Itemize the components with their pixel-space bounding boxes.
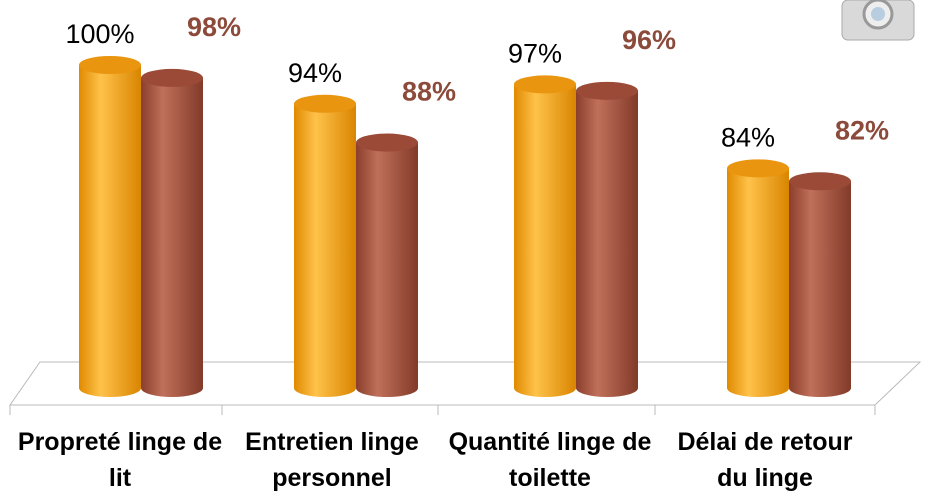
value-label: 100% bbox=[65, 19, 134, 49]
washing-machine-icon bbox=[841, 0, 915, 41]
bar-top bbox=[294, 94, 356, 113]
bar bbox=[356, 142, 418, 397]
bar bbox=[79, 65, 141, 397]
value-label: 94% bbox=[288, 58, 342, 88]
bar-top bbox=[727, 159, 789, 178]
value-label: 88% bbox=[402, 77, 456, 107]
bar-top bbox=[576, 81, 638, 100]
bar bbox=[294, 103, 356, 397]
value-label: 84% bbox=[721, 122, 775, 152]
value-label: 97% bbox=[508, 38, 562, 68]
bar-top bbox=[514, 75, 576, 94]
x-tick-label: Quantité linge de toilette bbox=[448, 428, 652, 492]
x-tick-label: Délai de retour du linge bbox=[677, 428, 853, 492]
value-label: 82% bbox=[835, 115, 889, 145]
bar-top bbox=[356, 133, 418, 152]
bar-top bbox=[141, 68, 203, 87]
bar bbox=[576, 90, 638, 397]
bar bbox=[514, 84, 576, 397]
value-label: 96% bbox=[622, 25, 676, 55]
bar bbox=[727, 168, 789, 397]
bar-top bbox=[789, 172, 851, 191]
bar-top bbox=[79, 56, 141, 74]
x-tick-label: Propreté linge de lit bbox=[17, 428, 223, 492]
x-tick-label: Entretien linge personnel bbox=[245, 428, 419, 492]
bar bbox=[789, 181, 851, 397]
bar bbox=[141, 77, 203, 398]
value-label: 98% bbox=[187, 12, 241, 42]
